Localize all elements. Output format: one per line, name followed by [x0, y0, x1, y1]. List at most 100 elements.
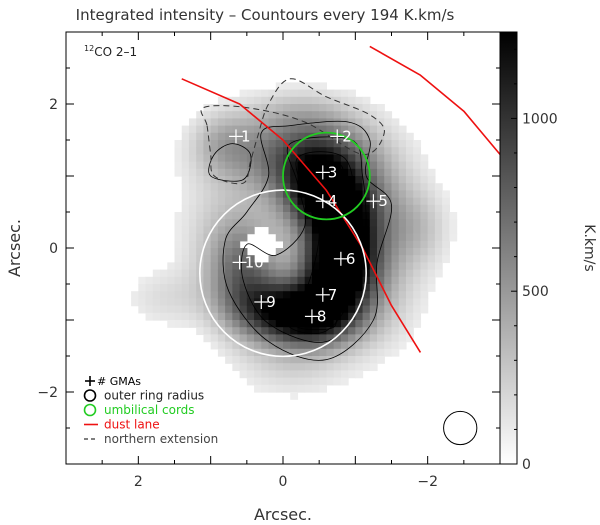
- intensity-pixel: [391, 284, 400, 292]
- intensity-pixel: [181, 183, 190, 192]
- intensity-pixel: [413, 154, 422, 163]
- intensity-pixel: [275, 284, 284, 292]
- y-tick-label: −2: [37, 385, 58, 401]
- intensity-pixel: [181, 140, 190, 148]
- intensity-pixel: [268, 377, 277, 386]
- intensity-pixel: [355, 212, 364, 220]
- intensity-pixel: [405, 132, 414, 141]
- intensity-pixel: [304, 204, 313, 213]
- intensity-pixel: [290, 284, 299, 292]
- intensity-pixel: [246, 204, 255, 213]
- intensity-pixel: [434, 255, 443, 264]
- intensity-pixel: [297, 348, 306, 357]
- intensity-pixel: [297, 147, 306, 156]
- intensity-pixel: [167, 284, 176, 292]
- intensity-pixel: [217, 111, 226, 120]
- intensity-pixel: [297, 334, 306, 343]
- intensity-pixel: [196, 255, 205, 264]
- intensity-pixel: [246, 104, 255, 112]
- intensity-pixel: [188, 183, 197, 192]
- intensity-pixel: [268, 125, 277, 134]
- intensity-pixel: [384, 190, 393, 199]
- intensity-pixel: [333, 197, 342, 206]
- intensity-pixel: [413, 298, 422, 307]
- intensity-pixel: [427, 226, 436, 235]
- intensity-pixel: [196, 312, 205, 321]
- intensity-pixel: [369, 284, 378, 292]
- intensity-pixel: [261, 334, 270, 343]
- legend-item: umbilical cords: [83, 403, 195, 417]
- intensity-pixel: [275, 204, 284, 213]
- intensity-pixel: [283, 255, 291, 264]
- intensity-pixel: [442, 226, 450, 235]
- intensity-pixel: [340, 370, 349, 379]
- intensity-pixel: [340, 341, 349, 350]
- intensity-pixel: [225, 348, 233, 357]
- intensity-pixel: [275, 363, 284, 372]
- intensity-pixel: [297, 248, 306, 256]
- intensity-pixel: [275, 248, 284, 256]
- intensity-pixel: [427, 262, 436, 271]
- intensity-pixel: [405, 291, 414, 300]
- intensity-pixel: [297, 104, 306, 112]
- intensity-pixel: [261, 276, 270, 285]
- intensity-pixel: [196, 147, 205, 156]
- intensity-pixel: [311, 125, 320, 134]
- intensity-pixel: [391, 204, 400, 213]
- intensity-pixel: [210, 219, 219, 228]
- intensity-pixel: [145, 276, 154, 285]
- intensity-pixel: [369, 168, 378, 177]
- intensity-pixel: [362, 305, 371, 314]
- intensity-pixel: [420, 284, 429, 292]
- intensity-pixel: [239, 334, 248, 343]
- intensity-pixel: [268, 154, 277, 163]
- intensity-pixel: [239, 125, 248, 134]
- intensity-pixel: [384, 262, 393, 271]
- intensity-pixel: [239, 197, 248, 206]
- intensity-pixel: [239, 255, 248, 264]
- intensity-pixel: [369, 320, 378, 328]
- intensity-pixel: [413, 190, 422, 199]
- intensity-pixel: [268, 384, 277, 393]
- intensity-pixel: [275, 176, 284, 184]
- intensity-pixel: [326, 284, 335, 292]
- intensity-pixel: [304, 327, 313, 336]
- intensity-pixel: [333, 176, 342, 184]
- intensity-pixel: [232, 320, 241, 328]
- intensity-pixel: [348, 312, 356, 321]
- intensity-pixel: [405, 161, 414, 170]
- intensity-pixel: [405, 327, 414, 336]
- intensity-pixel: [196, 118, 205, 127]
- intensity-pixel: [333, 168, 342, 177]
- intensity-pixel: [384, 183, 393, 192]
- intensity-pixel: [261, 197, 270, 206]
- intensity-pixel: [369, 132, 378, 141]
- intensity-pixel: [304, 262, 313, 271]
- intensity-pixel: [369, 348, 378, 357]
- intensity-pixel: [355, 341, 364, 350]
- intensity-pixel: [340, 190, 349, 199]
- intensity-pixel: [311, 327, 320, 336]
- intensity-pixel: [304, 226, 313, 235]
- intensity-pixel: [348, 284, 356, 292]
- intensity-pixel: [225, 305, 233, 314]
- intensity-pixel: [391, 147, 400, 156]
- intensity-pixel: [311, 204, 320, 213]
- intensity-pixel: [355, 348, 364, 357]
- intensity-pixel: [217, 240, 226, 249]
- intensity-pixel: [384, 240, 393, 249]
- intensity-pixel: [174, 140, 183, 148]
- intensity-pixel: [348, 240, 356, 249]
- intensity-pixel: [333, 118, 342, 127]
- intensity-pixel: [384, 118, 393, 127]
- intensity-pixel: [319, 269, 327, 278]
- intensity-pixel: [275, 118, 284, 127]
- intensity-pixel: [261, 341, 270, 350]
- intensity-pixel: [203, 276, 212, 285]
- intensity-pixel: [391, 276, 400, 285]
- intensity-pixel: [348, 118, 356, 127]
- intensity-pixel: [290, 104, 299, 112]
- intensity-pixel: [362, 125, 371, 134]
